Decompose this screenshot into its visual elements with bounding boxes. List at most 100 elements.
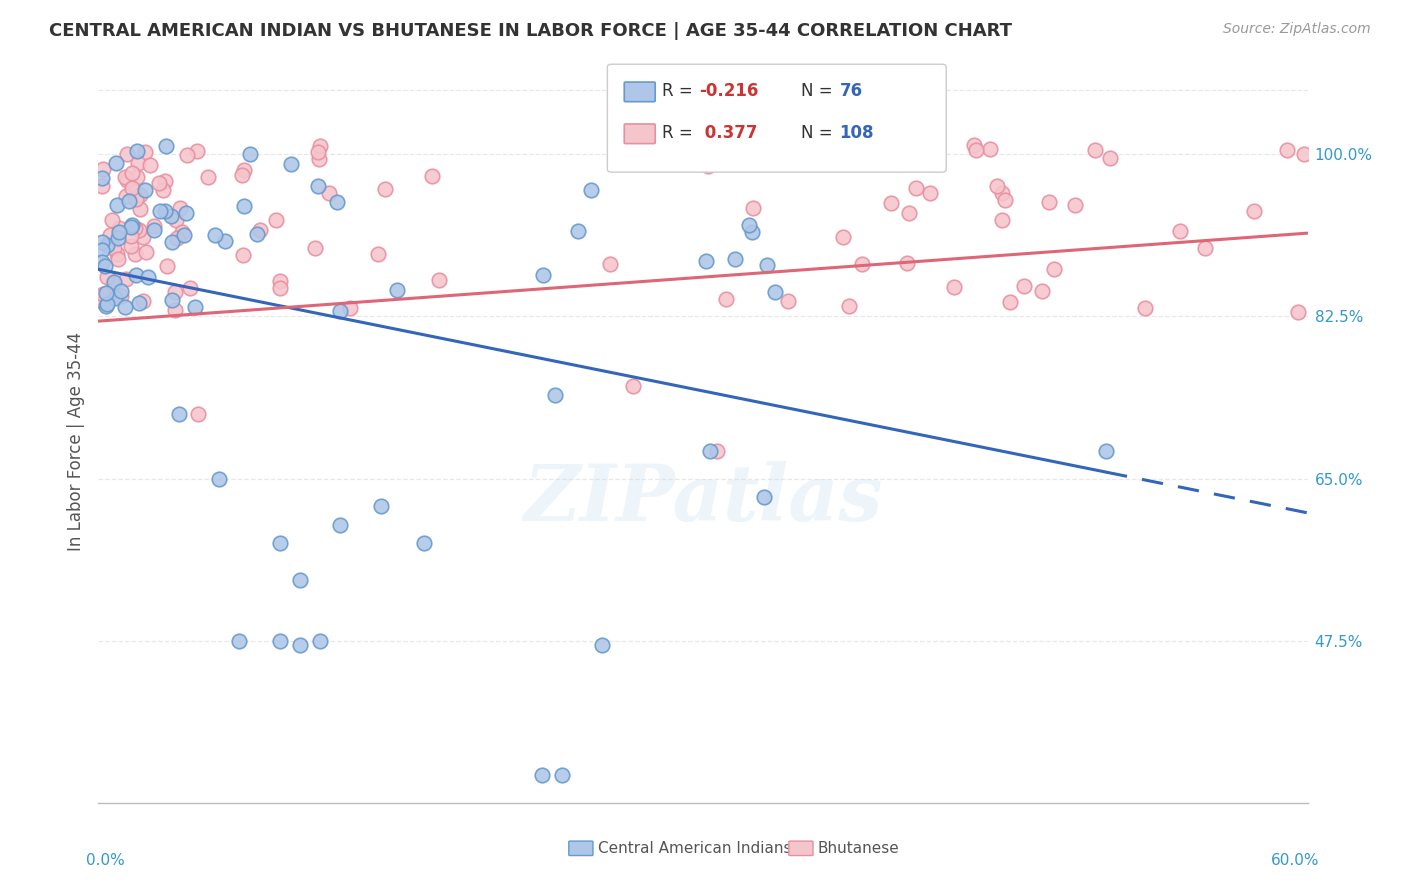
Point [920, 186, 942, 201]
Point [160, 210, 183, 224]
Point [132, 294, 155, 309]
Text: R =: R = [662, 124, 699, 142]
Point [998, 294, 1021, 309]
Point [139, 158, 162, 172]
Point [699, 443, 721, 458]
Point [738, 218, 761, 232]
Text: -0.216: -0.216 [699, 82, 758, 100]
Point [107, 231, 129, 245]
Point [91, 178, 114, 193]
Point [101, 213, 124, 227]
Point [118, 194, 141, 208]
Point [1098, 151, 1121, 165]
Point [429, 273, 451, 287]
Point [94, 299, 117, 313]
Point [264, 212, 287, 227]
Point [374, 182, 396, 196]
Point [91, 170, 114, 185]
Point [103, 242, 125, 256]
Point [1277, 143, 1299, 157]
Point [544, 388, 567, 402]
Point [339, 301, 361, 315]
Point [163, 303, 186, 318]
Point [269, 281, 291, 295]
Point [197, 169, 219, 184]
Point [134, 145, 156, 160]
Point [114, 170, 136, 185]
Point [134, 183, 156, 197]
Point [172, 225, 194, 239]
Point [599, 257, 621, 271]
Point [110, 284, 132, 298]
Point [100, 228, 122, 243]
Point [228, 633, 250, 648]
Point [318, 186, 340, 200]
Point [101, 275, 124, 289]
Point [129, 202, 152, 217]
Point [96, 238, 118, 252]
Point [122, 184, 145, 198]
Text: R =: R = [662, 82, 699, 100]
Point [155, 139, 177, 153]
Point [1043, 262, 1066, 277]
Point [187, 407, 209, 421]
Point [176, 147, 198, 161]
Point [370, 500, 392, 514]
Point [280, 157, 302, 171]
Point [165, 285, 187, 299]
Point [121, 181, 143, 195]
Point [1243, 204, 1265, 219]
Point [93, 259, 115, 273]
Point [1012, 278, 1035, 293]
Point [880, 196, 903, 211]
Point [1292, 147, 1315, 161]
Point [367, 246, 389, 260]
Point [124, 247, 146, 261]
Point [963, 138, 986, 153]
Point [142, 219, 165, 233]
Point [110, 289, 132, 303]
Point [186, 144, 208, 158]
Point [94, 285, 117, 300]
Point [979, 142, 1001, 156]
Point [120, 229, 142, 244]
Point [706, 443, 728, 458]
Point [965, 143, 987, 157]
Point [838, 300, 860, 314]
Point [904, 180, 927, 194]
Point [115, 189, 138, 203]
Point [104, 155, 127, 169]
Text: Bhutanese: Bhutanese [818, 841, 900, 855]
Point [307, 179, 329, 194]
Point [91, 295, 114, 310]
Point [132, 230, 155, 244]
Point [120, 220, 142, 235]
Point [165, 213, 187, 227]
Point [288, 574, 311, 588]
Point [204, 227, 226, 242]
Point [530, 768, 553, 782]
Point [105, 198, 128, 212]
Point [756, 258, 779, 272]
Point [135, 244, 157, 259]
FancyBboxPatch shape [569, 841, 593, 855]
Point [943, 280, 966, 294]
Point [104, 291, 127, 305]
Point [232, 163, 254, 178]
Point [990, 213, 1012, 227]
Point [621, 379, 644, 393]
Point [156, 259, 179, 273]
Point [232, 199, 254, 213]
Point [1095, 443, 1118, 458]
Point [124, 268, 146, 282]
Point [96, 269, 118, 284]
Point [152, 183, 174, 197]
Point [117, 146, 139, 161]
Point [1286, 305, 1309, 319]
Point [108, 225, 131, 239]
Point [184, 300, 207, 314]
Text: 0.377: 0.377 [699, 124, 758, 142]
Point [269, 633, 291, 648]
Point [91, 161, 114, 176]
Point [246, 227, 269, 242]
